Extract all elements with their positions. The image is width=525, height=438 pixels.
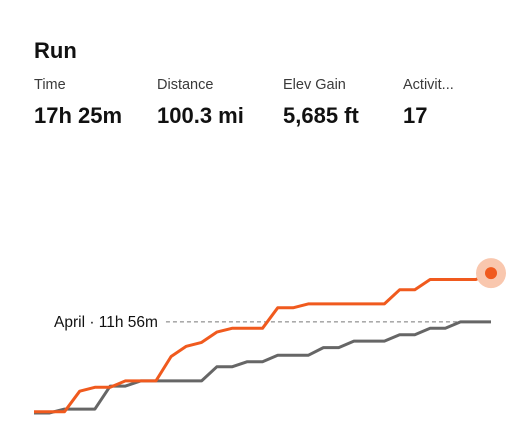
card-title: Run	[34, 38, 77, 63]
stat-time-value: 17h 25m	[34, 103, 123, 128]
stat-distance-label: Distance	[157, 77, 214, 93]
stat-elev-gain-value: 5,685 ft	[283, 103, 359, 128]
stat-activities-value: 17	[403, 103, 428, 128]
current-end-marker[interactable]	[485, 267, 497, 280]
stat-elev-gain: Elev Gain 5,685 ft	[283, 77, 359, 129]
stat-distance-value: 100.3 mi	[157, 103, 244, 128]
series-previous-line	[34, 320, 491, 415]
reference-label: April · 11h 56m	[54, 314, 158, 331]
stat-elev-gain-label: Elev Gain	[283, 77, 346, 93]
stat-distance: Distance 100.3 mi	[157, 77, 244, 129]
stat-time: Time 17h 25m	[34, 77, 122, 129]
series-current-line	[34, 271, 492, 414]
stat-activities-label: Activit...	[403, 77, 454, 93]
stat-activities: Activit... 17	[403, 77, 454, 129]
stat-time-label: Time	[34, 77, 66, 93]
